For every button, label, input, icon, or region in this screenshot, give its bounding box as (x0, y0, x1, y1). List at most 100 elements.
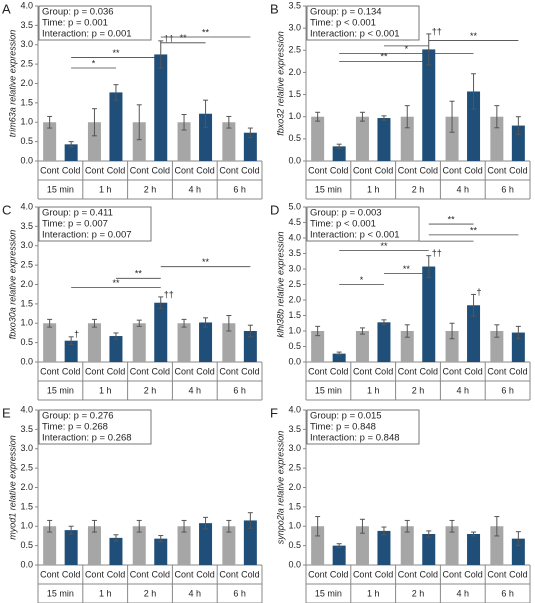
group-label: 6 h (501, 184, 514, 194)
y-tick-label: 4.0 (20, 404, 33, 414)
series-label: Cont (398, 165, 418, 175)
group-label: 4 h (189, 385, 202, 395)
series-label: Cold (241, 165, 260, 175)
group-label: 2 h (144, 184, 157, 194)
y-tick-label: 0.5 (20, 540, 33, 550)
bar (87, 526, 101, 565)
series-label: Cont (40, 366, 60, 376)
bar (511, 538, 525, 565)
group-label: 4 h (189, 184, 202, 194)
y-axis-label: fbxo30a relative expression (7, 230, 17, 340)
bar (355, 116, 369, 161)
bar (445, 526, 459, 565)
stats-line: Interaction: p < 0.001 (310, 230, 400, 241)
group-label: 15 min (315, 385, 342, 395)
series-label: Cold (62, 366, 81, 376)
stats-line: Time: p < 0.001 (310, 18, 376, 29)
y-tick-label: 2.5 (20, 260, 33, 270)
group-label: 1 h (367, 588, 380, 598)
y-axis-label: myod1 relative expression (7, 435, 17, 540)
stats-line: Group: p = 0.276 (42, 411, 114, 422)
panel-letter: D (270, 202, 279, 217)
bar (109, 92, 123, 161)
stats-line: Group: p = 0.411 (42, 208, 113, 219)
group-label: 15 min (315, 588, 342, 598)
series-label: Cont (175, 366, 195, 376)
bar (490, 116, 504, 161)
y-axis-label: fbxo32 relative expression (275, 31, 285, 136)
y-tick-label: 2.5 (20, 463, 33, 473)
y-tick-label: 3.5 (288, 0, 301, 10)
panel-letter: C (2, 202, 11, 217)
bar (43, 122, 57, 161)
bar (377, 118, 391, 161)
bar (422, 266, 436, 362)
y-tick-label: 3.5 (20, 424, 33, 434)
y-tick-label: 2.5 (288, 279, 301, 289)
bracket-label: * (360, 275, 364, 285)
stats-line: Time: p = 0.001 (42, 18, 108, 29)
series-label: Cont (219, 165, 239, 175)
group-label: 4 h (457, 588, 470, 598)
y-tick-label: 0.5 (20, 337, 33, 347)
y-tick-label: 1.0 (288, 521, 301, 531)
series-label: Cont (353, 569, 373, 579)
bracket-label: ** (448, 214, 456, 224)
bar (400, 526, 414, 565)
group-label: 2 h (144, 385, 157, 395)
bar (400, 116, 414, 161)
panel-letter: F (270, 405, 278, 420)
bar (132, 323, 146, 362)
bar (243, 520, 257, 565)
bracket-label: ** (112, 278, 120, 288)
group-label: 2 h (412, 184, 425, 194)
bar (467, 91, 481, 161)
bar (355, 526, 369, 565)
series-label: Cold (151, 165, 170, 175)
bar (222, 122, 236, 161)
bar (445, 116, 459, 161)
y-tick-label: 2.0 (20, 482, 33, 492)
y-tick-label: 2.0 (288, 294, 301, 304)
stats-line: Interaction: p < 0.001 (310, 29, 400, 40)
bar (87, 122, 101, 161)
series-label: Cold (464, 165, 483, 175)
y-tick-label: 0.5 (288, 341, 301, 351)
series-label: Cont (130, 366, 150, 376)
stats-box (306, 409, 420, 445)
bracket-label: ** (470, 31, 478, 41)
bar (177, 323, 191, 362)
stats-line: Interaction: p = 0.001 (42, 29, 132, 40)
group-label: 4 h (189, 588, 202, 598)
y-axis-label: synpo2la relative expression (275, 431, 285, 545)
y-tick-label: 2.5 (288, 463, 301, 473)
significance-mark: †† (164, 33, 174, 43)
series-label: Cold (375, 366, 394, 376)
group-label: 6 h (233, 184, 246, 194)
bar (311, 116, 325, 161)
series-label: Cold (375, 165, 394, 175)
series-label: Cold (419, 366, 438, 376)
stats-line: Group: p = 0.036 (42, 7, 114, 18)
stats-box (38, 206, 152, 242)
stats-line: Interaction: p = 0.848 (310, 433, 400, 444)
bracket-label: ** (135, 269, 143, 279)
y-tick-label: 1.5 (288, 89, 301, 99)
series-label: Cont (219, 366, 239, 376)
series-label: Cont (443, 165, 463, 175)
y-tick-label: 2.0 (288, 482, 301, 492)
bar (109, 336, 123, 362)
stats-line: Group: p = 0.134 (310, 7, 382, 18)
series-label: Cold (62, 165, 81, 175)
series-label: Cont (130, 569, 150, 579)
bar (64, 144, 78, 161)
bar (243, 331, 257, 362)
bracket-label: ** (403, 36, 411, 46)
y-tick-label: 0.5 (288, 540, 301, 550)
bar (422, 534, 436, 565)
series-label: Cont (353, 366, 373, 376)
group-label: 1 h (99, 385, 112, 395)
series-label: Cold (196, 165, 215, 175)
series-label: Cold (107, 165, 126, 175)
